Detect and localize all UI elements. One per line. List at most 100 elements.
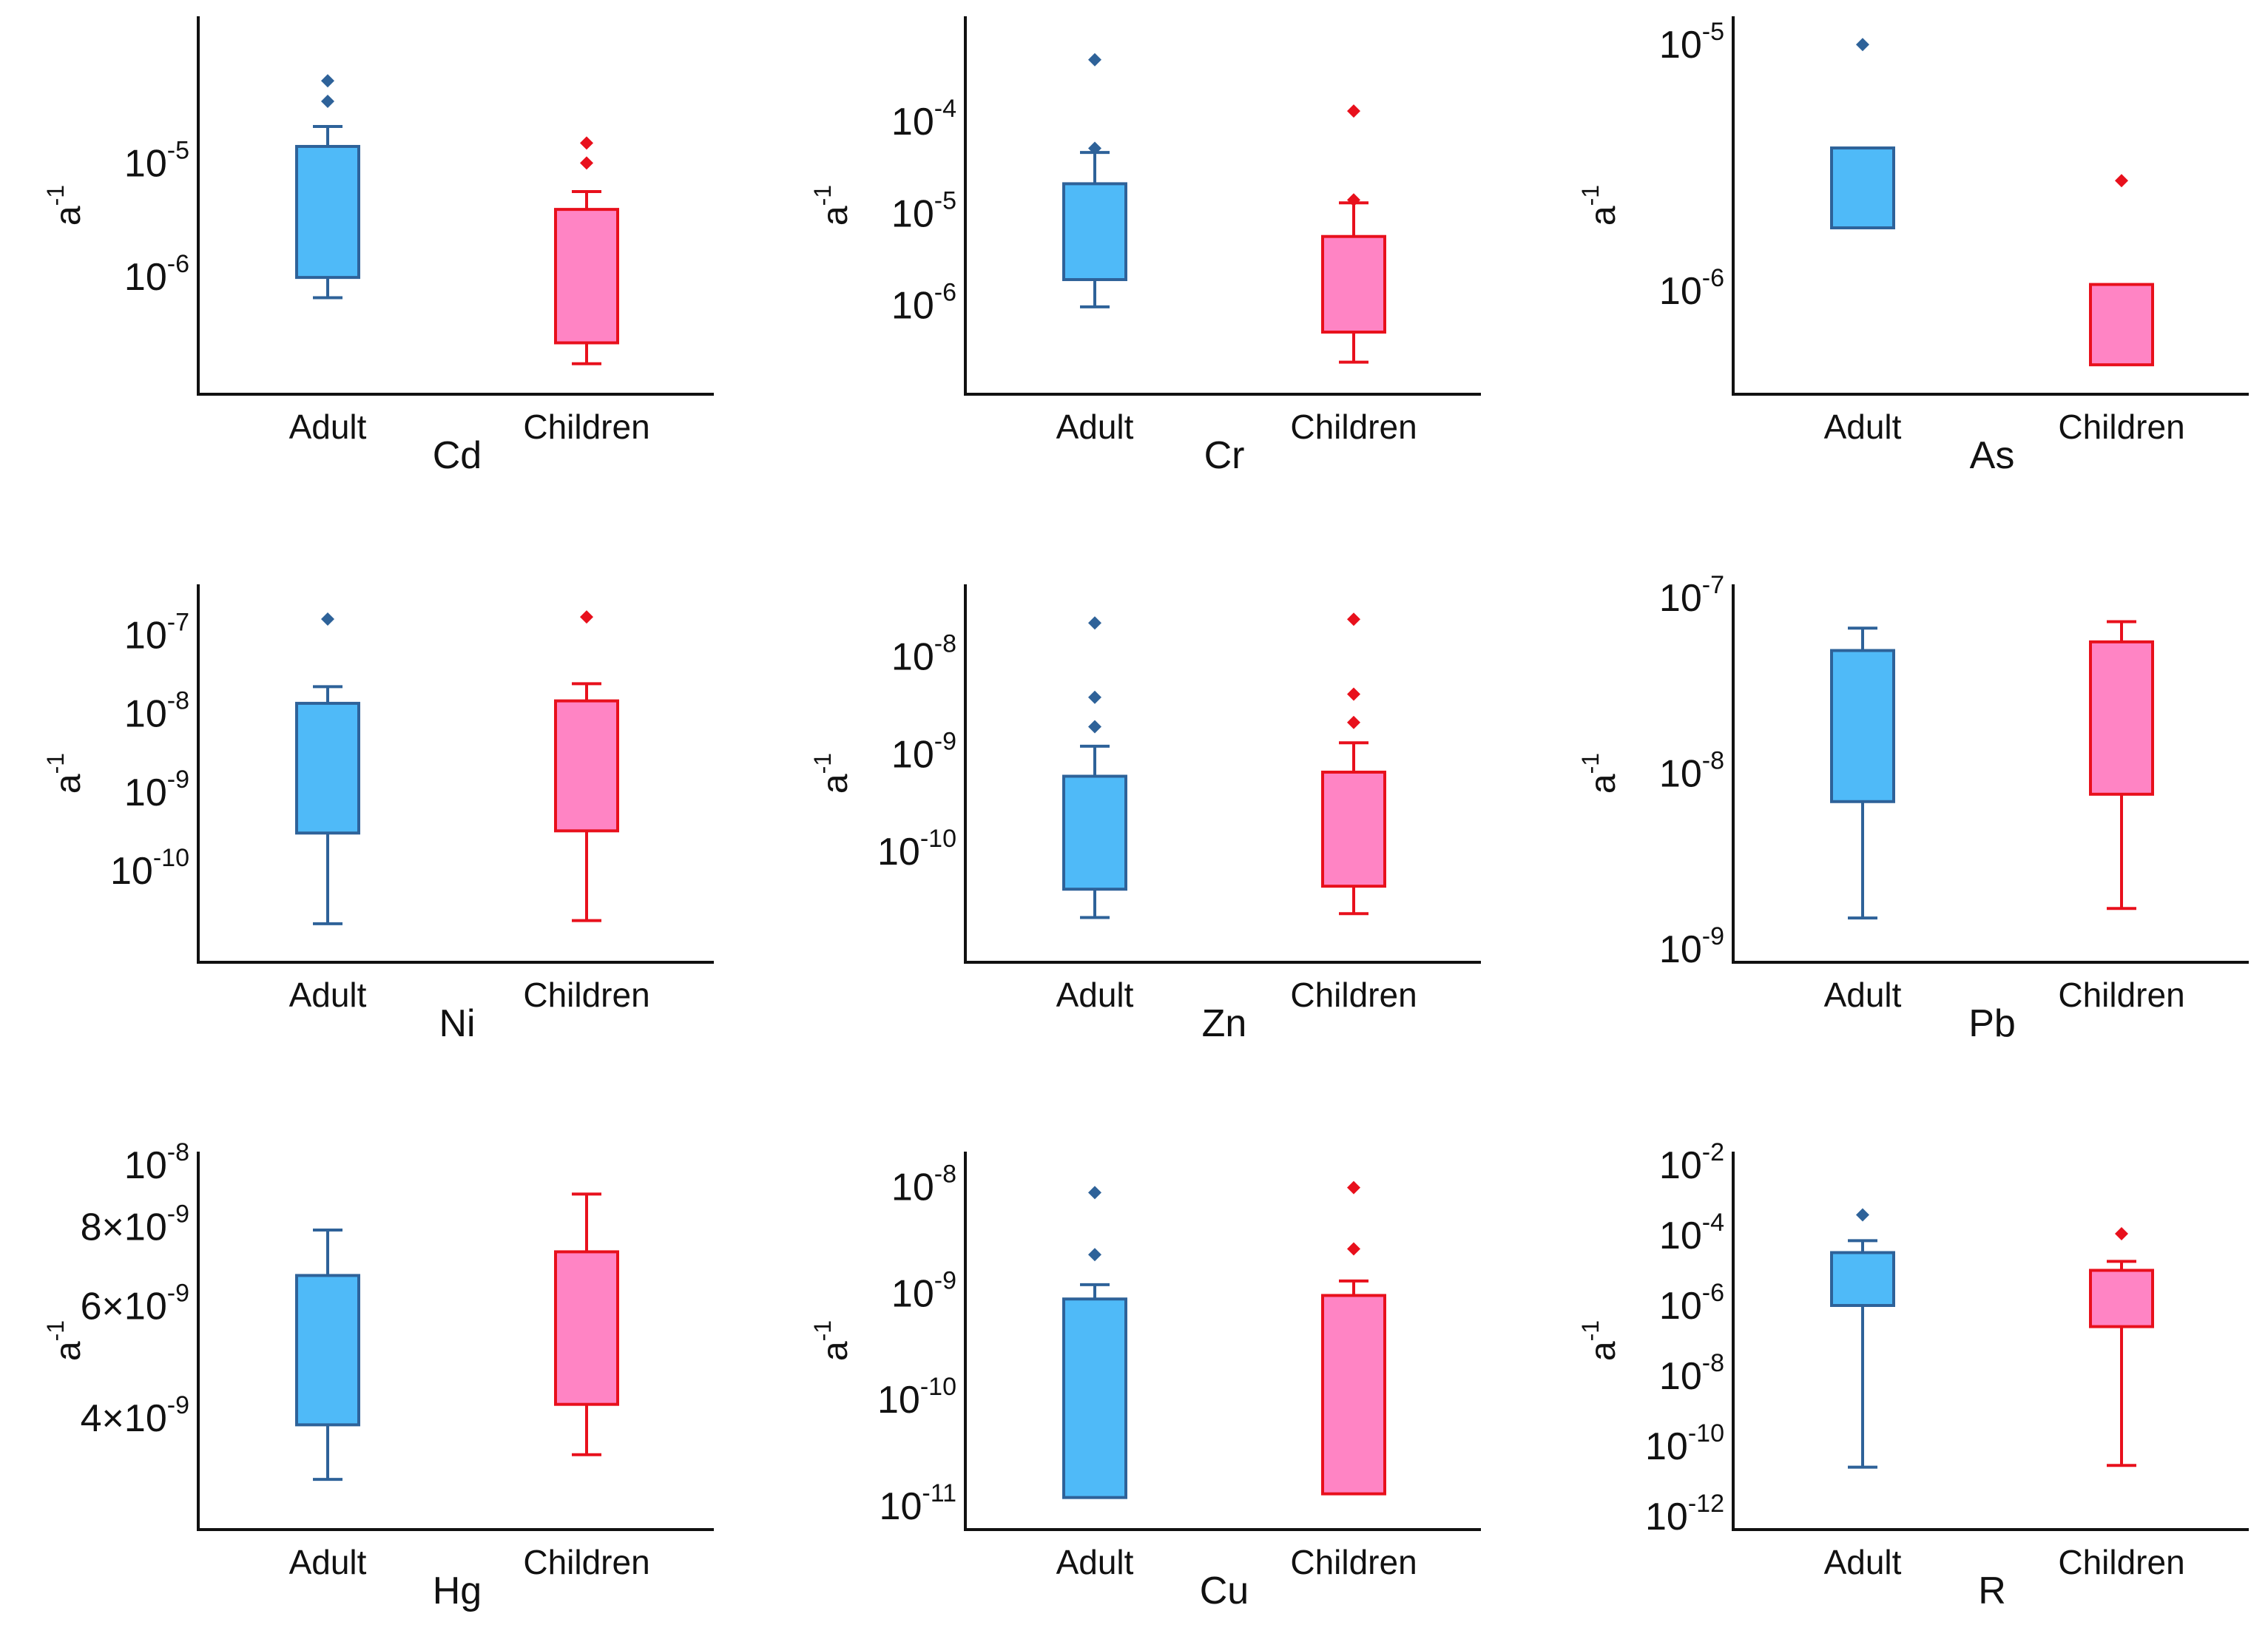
outlier-point <box>2115 174 2128 188</box>
category-label: Children <box>523 1543 649 1581</box>
y-tick-label: 10-8 <box>124 687 189 736</box>
box-adult <box>1062 53 1127 308</box>
outlier-point <box>321 612 334 626</box>
y-tick-label: 10-10 <box>1645 1419 1724 1468</box>
box-iqr <box>554 1250 619 1406</box>
panel-title: Ni <box>439 1002 475 1045</box>
axis-lines <box>1732 584 2249 964</box>
outlier-point <box>321 94 334 108</box>
category-label: Children <box>1290 1543 1417 1581</box>
y-tick-label: 10-5 <box>891 186 956 235</box>
outlier-point <box>1347 1242 1360 1256</box>
category-label: Adult <box>1056 408 1134 446</box>
category-label: Children <box>523 408 649 446</box>
panel-title: Cr <box>1204 434 1245 477</box>
panel-cr: 10-4 10-5 10-6 a-1 Adult Children Cr <box>809 16 1481 477</box>
box-iqr <box>295 1274 360 1427</box>
y-tick-label: 4×10-9 <box>81 1391 189 1440</box>
category-label: Children <box>2058 408 2184 446</box>
box-children <box>1321 104 1386 364</box>
outlier-point <box>1856 38 1869 52</box>
box-iqr <box>2089 640 2154 796</box>
y-tick-label: 10-8 <box>891 1160 956 1209</box>
outlier-point <box>2115 1227 2128 1241</box>
y-tick-label: 10-8 <box>124 1138 189 1187</box>
y-axis-label: a-1 <box>809 185 855 226</box>
box-iqr <box>295 144 360 280</box>
outlier-point <box>321 74 334 88</box>
y-tick-label: 10-10 <box>877 1373 956 1422</box>
outlier-point <box>580 610 593 624</box>
panel-as: 10-5 10-6 a-1 Adult Children As <box>1577 16 2249 477</box>
y-tick-label: 10-5 <box>124 136 189 185</box>
y-tick-label: 8×10-9 <box>81 1200 189 1249</box>
y-tick-label: 10-10 <box>110 844 189 893</box>
y-tick-label: 10-5 <box>1659 18 1724 67</box>
category-label: Adult <box>1824 1543 1902 1581</box>
category-label: Adult <box>289 408 367 446</box>
box-iqr <box>1321 1294 1386 1496</box>
category-label: Children <box>523 976 649 1014</box>
box-adult <box>295 74 360 300</box>
y-tick-label: 10-12 <box>1645 1490 1724 1538</box>
outlier-point <box>1347 104 1360 118</box>
panel-title: Cd <box>433 434 482 477</box>
y-axis-label: a-1 <box>42 753 88 794</box>
outlier-point <box>1347 193 1360 207</box>
box-adult <box>1830 38 1895 230</box>
box-children <box>2089 1227 2154 1467</box>
category-label: Adult <box>1056 976 1134 1014</box>
y-tick-label: 10-6 <box>124 250 189 299</box>
y-tick-label: 10-4 <box>1659 1209 1724 1257</box>
axis-lines <box>964 1152 1481 1531</box>
outlier-point <box>1347 715 1360 729</box>
category-label: Adult <box>1824 976 1902 1014</box>
panel-title: Cu <box>1200 1570 1249 1612</box>
y-axis-label: a-1 <box>1577 1320 1623 1361</box>
axis-lines <box>197 1152 714 1531</box>
category-label: Adult <box>1824 408 1902 446</box>
outlier-point <box>1088 720 1101 734</box>
box-adult <box>1062 616 1127 919</box>
outlier-point <box>1088 1186 1101 1200</box>
panel-title: R <box>1978 1570 2006 1612</box>
panel-cu: 10-8 10-9 10-10 10-11 a-1 Adult Children Cu <box>809 1152 1481 1612</box>
outlier-point <box>1347 612 1360 626</box>
box-adult <box>1830 1208 1895 1469</box>
box-iqr <box>1830 146 1895 230</box>
y-tick-label: 10-8 <box>891 629 956 678</box>
box-iqr <box>554 208 619 345</box>
box-adult <box>1062 1186 1127 1499</box>
panel-ni: 10-7 10-8 10-9 10-10 a-1 Adult Children Ni <box>42 584 714 1045</box>
panel-hg: 10-8 8×10-9 6×10-9 4×10-9 a-1 Adult Children Hg <box>42 1138 714 1612</box>
box-iqr <box>1830 649 1895 803</box>
box-children <box>554 136 619 365</box>
outlier-point <box>1347 1180 1360 1195</box>
box-iqr <box>295 701 360 835</box>
outlier-point <box>1347 687 1360 701</box>
y-tick-label: 10-7 <box>1659 571 1724 620</box>
category-label: Adult <box>289 1543 367 1581</box>
y-tick-label: 6×10-9 <box>81 1280 189 1328</box>
box-iqr <box>2089 1268 2154 1328</box>
y-tick-label: 10-8 <box>1659 1349 1724 1398</box>
y-tick-label: 10-4 <box>891 95 956 143</box>
panel-r: 10-2 10-4 10-6 10-8 10-10 10-12 a-1 Adult Childr… <box>1577 1138 2249 1612</box>
y-axis-label: a-1 <box>809 753 855 794</box>
axis-lines <box>1732 16 2249 396</box>
category-label: Adult <box>289 976 367 1014</box>
outlier-point <box>1856 1208 1869 1222</box>
outlier-point <box>1088 690 1101 704</box>
panel-cd: 10-5 10-6 a-1 Adult Children Cd <box>42 16 714 477</box>
box-iqr <box>1062 182 1127 282</box>
panel-title: Zn <box>1202 1002 1247 1045</box>
y-axis-label: a-1 <box>1577 753 1623 794</box>
y-tick-label: 10-7 <box>124 609 189 658</box>
outlier-point <box>580 156 593 170</box>
y-axis-label: a-1 <box>1577 185 1623 226</box>
y-tick-label: 10-9 <box>891 1266 956 1315</box>
y-tick-label: 10-9 <box>1659 922 1724 971</box>
axis-lines <box>1732 1152 2249 1531</box>
box-iqr <box>1321 770 1386 888</box>
panel-title: Hg <box>433 1570 482 1612</box>
